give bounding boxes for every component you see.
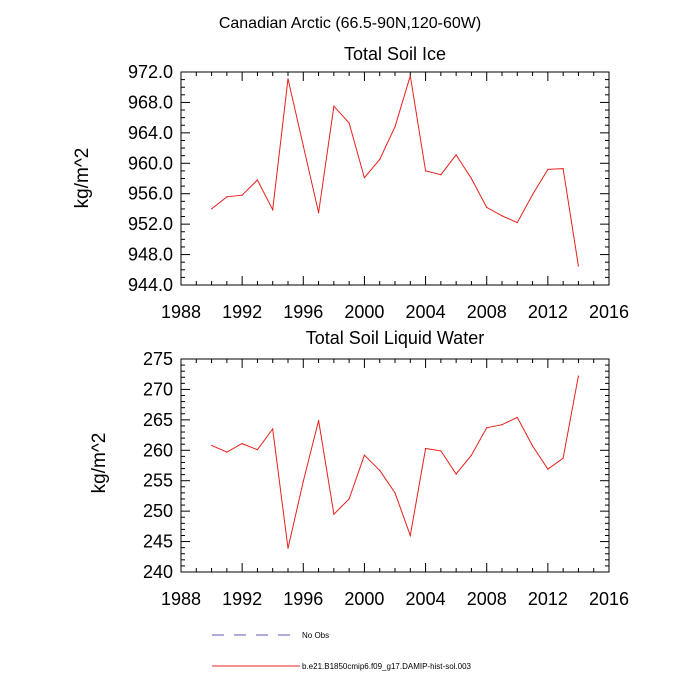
data-point [501, 215, 503, 217]
data-point [394, 492, 396, 494]
data-point [577, 375, 580, 377]
x-tick-label: 1992 [222, 302, 262, 322]
panel-total-soil-ice: Total Soil Ice 1988 1992 1996 2000 2004 2008 2… [72, 44, 629, 322]
x-tick-label: 1988 [161, 589, 201, 609]
y-tick-label: 964.0 [128, 123, 173, 143]
x-tick-label: 2000 [344, 302, 384, 322]
y-tick-label: 260 [143, 440, 173, 460]
data-point [287, 78, 289, 80]
data-point [409, 534, 411, 537]
data-point [317, 212, 320, 214]
plot-area: 1988 1992 1996 2000 2004 2008 2012 2016 944.0 948… [128, 62, 629, 322]
data-point [333, 105, 335, 107]
y-tick-label: 250 [143, 501, 173, 521]
y-tick-label: 968.0 [128, 92, 173, 112]
data-point [256, 179, 259, 181]
data-point [379, 469, 381, 471]
data-point [547, 468, 549, 470]
data-point [272, 428, 274, 430]
data-point [363, 454, 366, 456]
data-point [241, 194, 243, 196]
data-point [333, 513, 335, 515]
data-point [577, 265, 580, 267]
x-tick-label: 1992 [222, 589, 262, 609]
y-axis-label: kg/m^2 [72, 148, 93, 209]
series-line [211, 75, 579, 267]
x-tick-label: 2004 [406, 302, 446, 322]
data-point [501, 424, 503, 426]
y-tick-label: 265 [143, 410, 173, 430]
y-tick-label: 275 [143, 349, 173, 369]
data-point [256, 449, 259, 451]
x-tick-label: 2008 [467, 589, 507, 609]
figure-title: Canadian Arctic (66.5-90N,120-60W) [219, 15, 481, 32]
x-tick-label: 1996 [283, 302, 323, 322]
data-point [348, 498, 350, 500]
x-tick-label: 2016 [589, 589, 629, 609]
panel-total-soil-liquid-water: Total Soil Liquid Water 1988 1992 1996 2000… [89, 328, 629, 609]
y-tick-label: 944.0 [128, 275, 173, 295]
data-point [394, 126, 396, 128]
data-point [317, 419, 320, 422]
data-point [531, 445, 534, 447]
data-point [287, 547, 289, 549]
data-point [531, 193, 534, 196]
y-tick-label: 255 [143, 471, 173, 491]
y-tick-label: 960.0 [128, 153, 173, 173]
y-tick-label: 952.0 [128, 214, 173, 234]
data-point [210, 444, 213, 447]
x-tick-label: 2016 [589, 302, 629, 322]
data-point [210, 208, 213, 210]
data-point [241, 442, 243, 445]
y-tick-label: 972.0 [128, 62, 173, 82]
data-point [409, 75, 411, 77]
plot-area: 1988 1992 1996 2000 2004 2008 2012 2016 240 245 25… [143, 349, 629, 609]
data-point [302, 145, 304, 147]
y-axis-label: kg/m^2 [89, 433, 110, 494]
data-point [424, 170, 427, 172]
data-point [516, 416, 518, 419]
panel-title: Total Soil Liquid Water [306, 328, 484, 348]
plot-frame [180, 358, 610, 573]
legend-label-no-obs: No Obs [302, 631, 329, 640]
series-line [211, 375, 579, 549]
data-point [516, 222, 518, 224]
data-point [486, 206, 488, 209]
y-tick-label: 948.0 [128, 245, 173, 265]
data-point [348, 122, 350, 124]
x-tick-label: 1988 [161, 302, 201, 322]
data-point [379, 158, 381, 161]
data-point [272, 209, 274, 211]
x-tick-label: 2012 [528, 302, 568, 322]
data-point [486, 427, 488, 429]
data-point [363, 177, 366, 179]
data-point [440, 174, 442, 176]
legend-label-model-run: b.e21.B1850cmip6.f09_g17.DAMIP-hist-sol.… [302, 662, 472, 671]
data-point [562, 168, 564, 170]
y-tick-label: 956.0 [128, 184, 173, 204]
data-point [455, 154, 457, 156]
data-point [226, 451, 228, 453]
legend: No Obs b.e21.B1850cmip6.f09_g17.DAMIP-hi… [212, 631, 472, 671]
x-tick-label: 2000 [344, 589, 384, 609]
data-point [424, 447, 427, 450]
data-point [302, 480, 304, 482]
x-tick-label: 2008 [467, 302, 507, 322]
data-point [470, 177, 473, 180]
plot-frame [180, 71, 610, 286]
data-point [562, 457, 564, 459]
data-point [547, 168, 549, 170]
y-tick-label: 240 [143, 562, 173, 582]
data-point [226, 196, 228, 198]
x-tick-label: 1996 [283, 589, 323, 609]
data-point [470, 454, 473, 456]
y-tick-label: 270 [143, 379, 173, 399]
x-tick-label: 2012 [528, 589, 568, 609]
data-point [440, 450, 442, 452]
x-tick-label: 2004 [406, 589, 446, 609]
panel-title: Total Soil Ice [344, 44, 446, 64]
y-tick-label: 245 [143, 532, 173, 552]
data-point [455, 473, 457, 475]
